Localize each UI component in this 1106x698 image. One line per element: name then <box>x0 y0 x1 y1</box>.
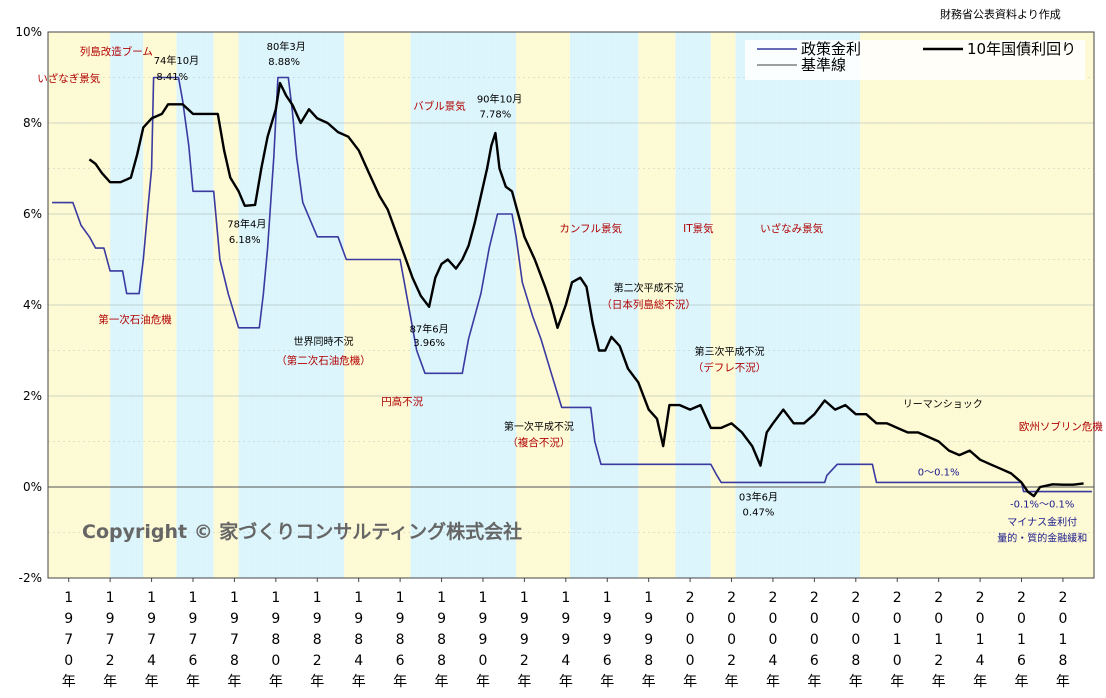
annotation-label: 欧州ソブリン危機 <box>1019 420 1103 433</box>
annotation-label: リーマンショック <box>903 398 983 410</box>
y-tick-label: 8% <box>23 116 42 130</box>
plot-frame <box>47 31 1095 579</box>
annotation-label: 0.47% <box>743 508 775 519</box>
annotation-label: 74年10月 <box>154 54 199 67</box>
annotation-label: （デフレ不況） <box>693 361 767 374</box>
annotation-label: 円高不況 <box>381 395 423 408</box>
annotation-label: 世界同時不況 <box>293 336 353 348</box>
annotation-label: 第二次平成不況 <box>614 281 684 294</box>
annotation-label: 第一次平成不況 <box>504 420 574 433</box>
legend-box <box>745 40 1085 80</box>
annotation-label: IT景気 <box>683 222 714 235</box>
y-tick-label: -2% <box>19 571 42 585</box>
annotation-label: （日本列島総不況） <box>601 298 696 311</box>
annotation-label: 8.88% <box>268 57 300 68</box>
annotation-label: 6.18% <box>229 235 261 246</box>
annotation-label: 80年3月 <box>267 40 306 53</box>
annotation-label: -0.1%～0.1% <box>1010 499 1074 510</box>
y-tick-label: 4% <box>23 298 42 312</box>
annotation-label: 0～0.1% <box>918 468 960 479</box>
annotation-label: 列島改造ブーム <box>80 45 153 58</box>
annotation-label: マイナス金利付 <box>1007 516 1077 529</box>
legend-label: 基準線 <box>801 56 846 74</box>
y-tick-label: 6% <box>23 207 42 221</box>
annotation-label: 78年4月 <box>227 218 266 231</box>
annotation-label: 03年6月 <box>739 491 778 504</box>
copyright-text: Copyright © 家づくりコンサルティング株式会社 <box>82 520 522 543</box>
annotation-label: 第三次平成不況 <box>694 345 764 358</box>
series-line <box>52 76 1092 493</box>
annotation-label: 7.78% <box>480 110 512 121</box>
annotation-label: いざなぎ景気 <box>37 72 100 85</box>
annotation-label: カンフル景気 <box>559 222 622 235</box>
annotation-label: 87年6月 <box>410 322 449 335</box>
annotation-label: 8.41% <box>156 72 188 83</box>
annotation-label: いざなみ景気 <box>760 222 823 235</box>
legend-label: 政策金利 <box>801 40 861 58</box>
annotation-label: 第一次石油危機 <box>98 313 172 326</box>
y-tick-label: 10% <box>15 25 42 39</box>
annotation-label: （複合不況） <box>507 436 570 449</box>
y-tick-label: 2% <box>23 389 42 403</box>
y-tick-label: 0% <box>23 480 42 494</box>
annotation-label: 90年10月 <box>477 93 522 106</box>
series-line <box>88 81 1084 498</box>
source-note: 財務省公表資料より作成 <box>940 8 1061 21</box>
annotation-label: バブル景気 <box>413 99 466 112</box>
legend-label: 10年国債利回り <box>967 40 1076 58</box>
annotation-label: 量的・質的金融緩和 <box>997 532 1087 545</box>
annotation-label: （第二次石油危機） <box>276 354 371 367</box>
annotation-label: 3.96% <box>413 338 445 349</box>
